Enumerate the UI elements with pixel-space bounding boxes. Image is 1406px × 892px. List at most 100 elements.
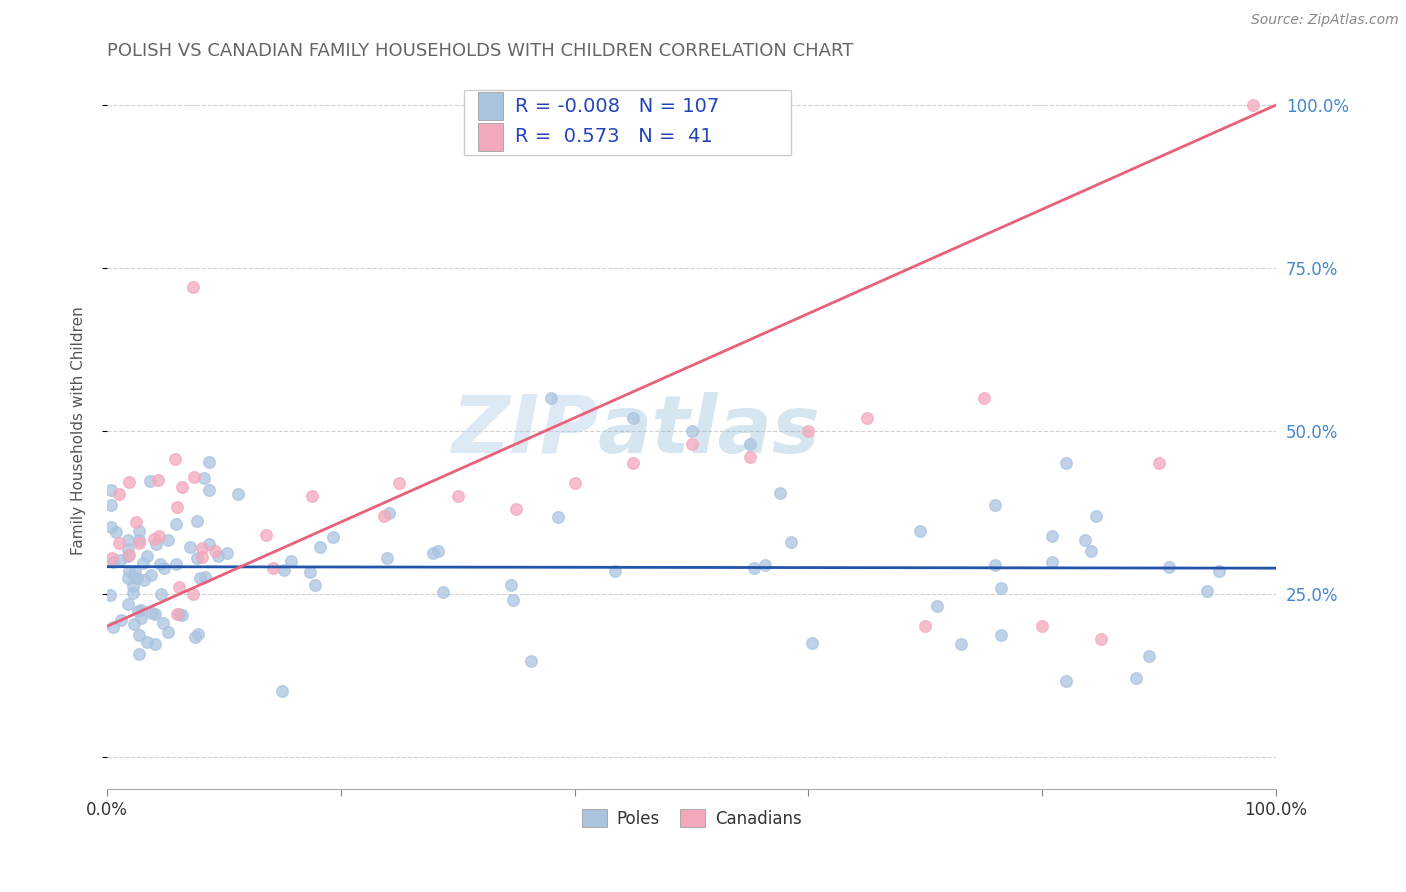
Point [990,628,1012,642]
Point [447,489,470,503]
Point [107,486,129,500]
Point [110,613,132,627]
Point [184,630,207,644]
Text: ZIP: ZIP [451,392,598,470]
Point [117,549,139,564]
Point [128,533,150,547]
Point [172,607,194,622]
Point [228,487,250,501]
Point [856,410,879,425]
Point [914,619,936,633]
Point [271,684,294,698]
Point [187,627,209,641]
Point [181,280,204,294]
Point [134,573,156,587]
Point [505,502,527,516]
Point [1054,456,1077,470]
Point [801,636,824,650]
FancyBboxPatch shape [478,93,503,120]
Point [1031,619,1053,633]
Point [157,625,180,640]
Point [143,607,166,621]
Point [780,535,803,549]
Point [1208,564,1230,578]
Point [621,410,644,425]
Point [378,506,401,520]
Point [797,424,820,438]
Point [322,530,344,544]
Point [150,587,173,601]
Point [373,509,395,524]
Point [738,437,761,451]
Point [309,540,332,554]
Text: R =  0.573   N =  41: R = 0.573 N = 41 [515,128,713,146]
Point [105,524,128,539]
Point [910,524,932,539]
Point [108,536,131,550]
Point [100,498,122,512]
Point [973,391,995,405]
Point [101,619,124,633]
Point [769,486,792,500]
Point [141,606,163,620]
Point [520,655,543,669]
Point [983,558,1005,572]
Point [167,607,190,622]
Point [984,498,1007,512]
Point [197,455,219,469]
Point [280,554,302,568]
Point [181,587,204,601]
Point [179,540,201,554]
Point [215,546,238,560]
Point [186,514,208,528]
Point [422,546,444,560]
Point [188,571,211,585]
Point [207,549,229,563]
Point [191,541,214,556]
Point [163,452,186,467]
Point [117,533,139,547]
Point [118,548,141,562]
Text: POLISH VS CANADIAN FAMILY HOUSEHOLDS WITH CHILDREN CORRELATION CHART: POLISH VS CANADIAN FAMILY HOUSEHOLDS WIT… [107,42,853,60]
Point [301,489,323,503]
Point [146,473,169,487]
Point [118,564,141,578]
Point [1080,544,1102,558]
Point [1241,98,1264,112]
Text: atlas: atlas [598,392,821,470]
Point [681,424,703,438]
Point [118,475,141,489]
Point [603,564,626,578]
Point [194,570,217,584]
Point [127,571,149,585]
Point [129,603,152,617]
Point [136,549,159,563]
Point [262,560,284,574]
Point [193,471,215,485]
Point [501,578,523,592]
Point [183,469,205,483]
Point [125,515,148,529]
Point [101,550,124,565]
Legend: Poles, Canadians: Poles, Canadians [575,803,808,835]
Point [1040,554,1063,568]
Point [166,516,188,531]
Point [167,580,190,594]
Point [122,586,145,600]
Point [949,636,972,650]
Point [1074,533,1097,548]
Point [148,529,170,543]
Point [1040,529,1063,543]
Point [204,544,226,558]
Point [117,541,139,556]
Point [128,524,150,538]
Point [1159,560,1181,574]
Point [149,557,172,571]
Point [1085,508,1108,523]
Point [143,637,166,651]
FancyBboxPatch shape [464,90,792,155]
Point [122,570,145,584]
Point [122,616,145,631]
Point [304,578,326,592]
Point [191,549,214,564]
